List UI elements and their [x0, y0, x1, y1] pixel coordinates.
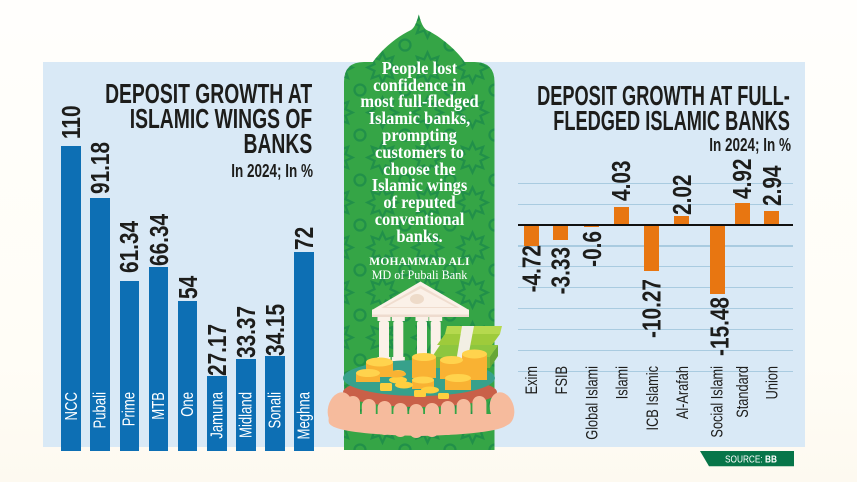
svg-text:SOURCE: BB: SOURCE: BB	[725, 454, 777, 465]
